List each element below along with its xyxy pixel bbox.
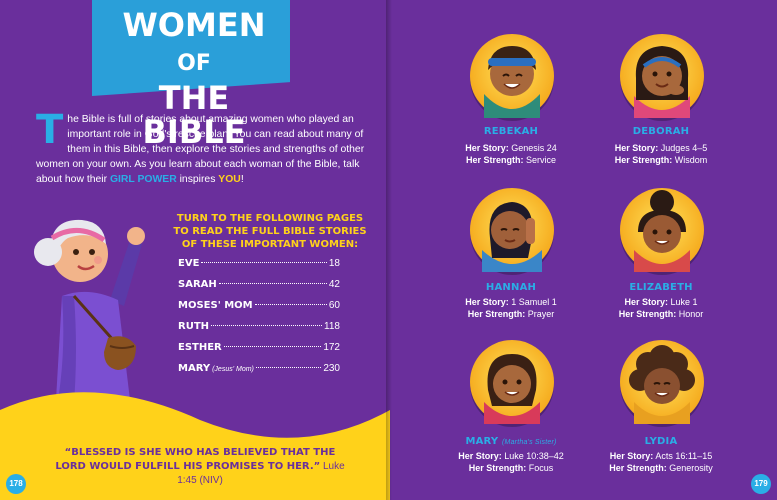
bible-quote: “BLESSED IS SHE WHO HAS BELIEVED THAT TH… — [50, 446, 350, 488]
strength-value: Service — [526, 155, 557, 165]
elizabeth-face-icon — [634, 190, 690, 272]
toc-entry-name: ESTHER — [178, 342, 222, 353]
girl-power-text: GIRL POWER — [109, 174, 177, 185]
story-value: Acts 16:11–15 — [655, 451, 713, 461]
portrait-hannah — [470, 188, 554, 272]
toc-entry-moses-mom: MOSES' MOM 60 — [178, 300, 340, 321]
toc-heading: TURN TO THE FOLLOWING PAGES TO READ THE … — [172, 212, 368, 251]
strength-label: Her Strength: — [618, 309, 677, 319]
intro-text-end: ! — [240, 174, 244, 185]
page-number-right: 179 — [751, 474, 771, 494]
story-label: Her Story: — [614, 143, 659, 153]
story-value: Genesis 24 — [511, 143, 557, 153]
toc-entry-page: 172 — [323, 342, 340, 353]
strength-label: Her Strength: — [468, 463, 527, 473]
toc-heading-line: TURN TO THE FOLLOWING PAGES — [176, 213, 364, 224]
hannah-face-icon — [482, 202, 542, 272]
portrait-deborah — [620, 34, 704, 118]
portrait-mary — [470, 340, 554, 424]
toc-entry-name: MARY — [178, 363, 211, 374]
story-label: Her Story: — [624, 297, 668, 307]
strength-value: Honor — [678, 309, 704, 319]
quote-text: “BLESSED IS SHE WHO HAS BELIEVED THAT TH… — [55, 447, 336, 472]
page-title: WOMEN OF THE BIBLE — [104, 8, 284, 149]
strength-label: Her Strength: — [467, 309, 526, 319]
toc-entry-page: 230 — [323, 363, 340, 374]
story-label: Her Story: — [465, 143, 509, 153]
story-label: Her Story: — [458, 451, 502, 461]
toc-entry-page: 18 — [328, 258, 340, 269]
strength-value: Focus — [528, 463, 554, 473]
intro-text-mid: inspires — [176, 174, 219, 185]
portrait-rebekah — [470, 34, 554, 118]
toc-entry-page: 118 — [324, 321, 340, 332]
woman-name: REBEKAH — [483, 126, 539, 137]
toc-entry-esther: ESTHER 172 — [178, 342, 340, 363]
woman-name: ELIZABETH — [629, 282, 693, 293]
drop-cap: T — [36, 107, 64, 153]
toc-entry-name: SARAH — [178, 279, 217, 290]
page-number-left: 178 — [6, 474, 26, 494]
strength-label: Her Strength: — [609, 463, 667, 473]
mary-face-icon — [484, 354, 540, 424]
toc-entry-ruth: RUTH 118 — [178, 321, 340, 342]
woman-name: DEBORAH — [632, 126, 690, 137]
story-value: Luke 1 — [670, 297, 698, 307]
toc-entry-page: 42 — [328, 279, 340, 290]
toc-entry-page: 60 — [328, 300, 340, 311]
story-value: Luke 10:38–42 — [504, 451, 564, 461]
woman-name: HANNAH — [485, 282, 537, 293]
toc-entry-mary: MARY (Jesus' Mom) 230 — [178, 363, 340, 384]
toc-entry-name: MOSES' MOM — [178, 300, 253, 311]
strength-value: Prayer — [527, 309, 555, 319]
story-value: Judges 4–5 — [660, 143, 708, 153]
deborah-face-icon — [634, 46, 690, 118]
portrait-lydia — [620, 340, 704, 424]
toc-entry-subtitle: (Jesus' Mom) — [212, 366, 254, 373]
toc-entry-name: RUTH — [178, 321, 210, 332]
woman-name: LYDIA — [644, 436, 678, 447]
strength-value: Wisdom — [674, 155, 708, 165]
intro-text: he Bible is full of stories about amazin… — [36, 114, 365, 185]
rebekah-face-icon — [484, 46, 540, 118]
book-gutter — [386, 0, 392, 500]
story-label: Her Story: — [465, 297, 509, 307]
toc-list: EVE 18 SARAH 42 MOSES' MOM 60 RUTH 118 ESTHE… — [178, 258, 340, 384]
lydia-face-icon — [629, 345, 695, 424]
story-label: Her Story: — [609, 451, 654, 461]
toc-entry-name: EVE — [178, 258, 200, 269]
portrait-elizabeth — [620, 188, 704, 272]
toc-entry-sarah: SARAH 42 — [178, 279, 340, 300]
title-word-of: OF — [177, 51, 211, 76]
quote-reference: Luke 1:45 (NIV) — [177, 461, 345, 486]
toc-entry-eve: EVE 18 — [178, 258, 340, 279]
title-word-women: WOMEN — [122, 6, 266, 44]
title-line-the-bible: THE BIBLE — [142, 79, 246, 151]
story-value: 1 Samuel 1 — [511, 297, 557, 307]
toc-heading-line: OF THESE IMPORTANT WOMEN: — [181, 239, 359, 250]
you-text: YOU — [218, 174, 241, 185]
woman-name: MARY — [465, 436, 499, 447]
strength-label: Her Strength: — [465, 155, 524, 165]
woman-subtitle: (Martha's Sister) — [502, 439, 557, 446]
toc-heading-line: TO READ THE FULL BIBLE STORIES — [173, 226, 367, 237]
strength-value: Generosity — [669, 463, 713, 473]
strength-label: Her Strength: — [614, 155, 673, 165]
yellow-wave-shape — [0, 392, 390, 500]
